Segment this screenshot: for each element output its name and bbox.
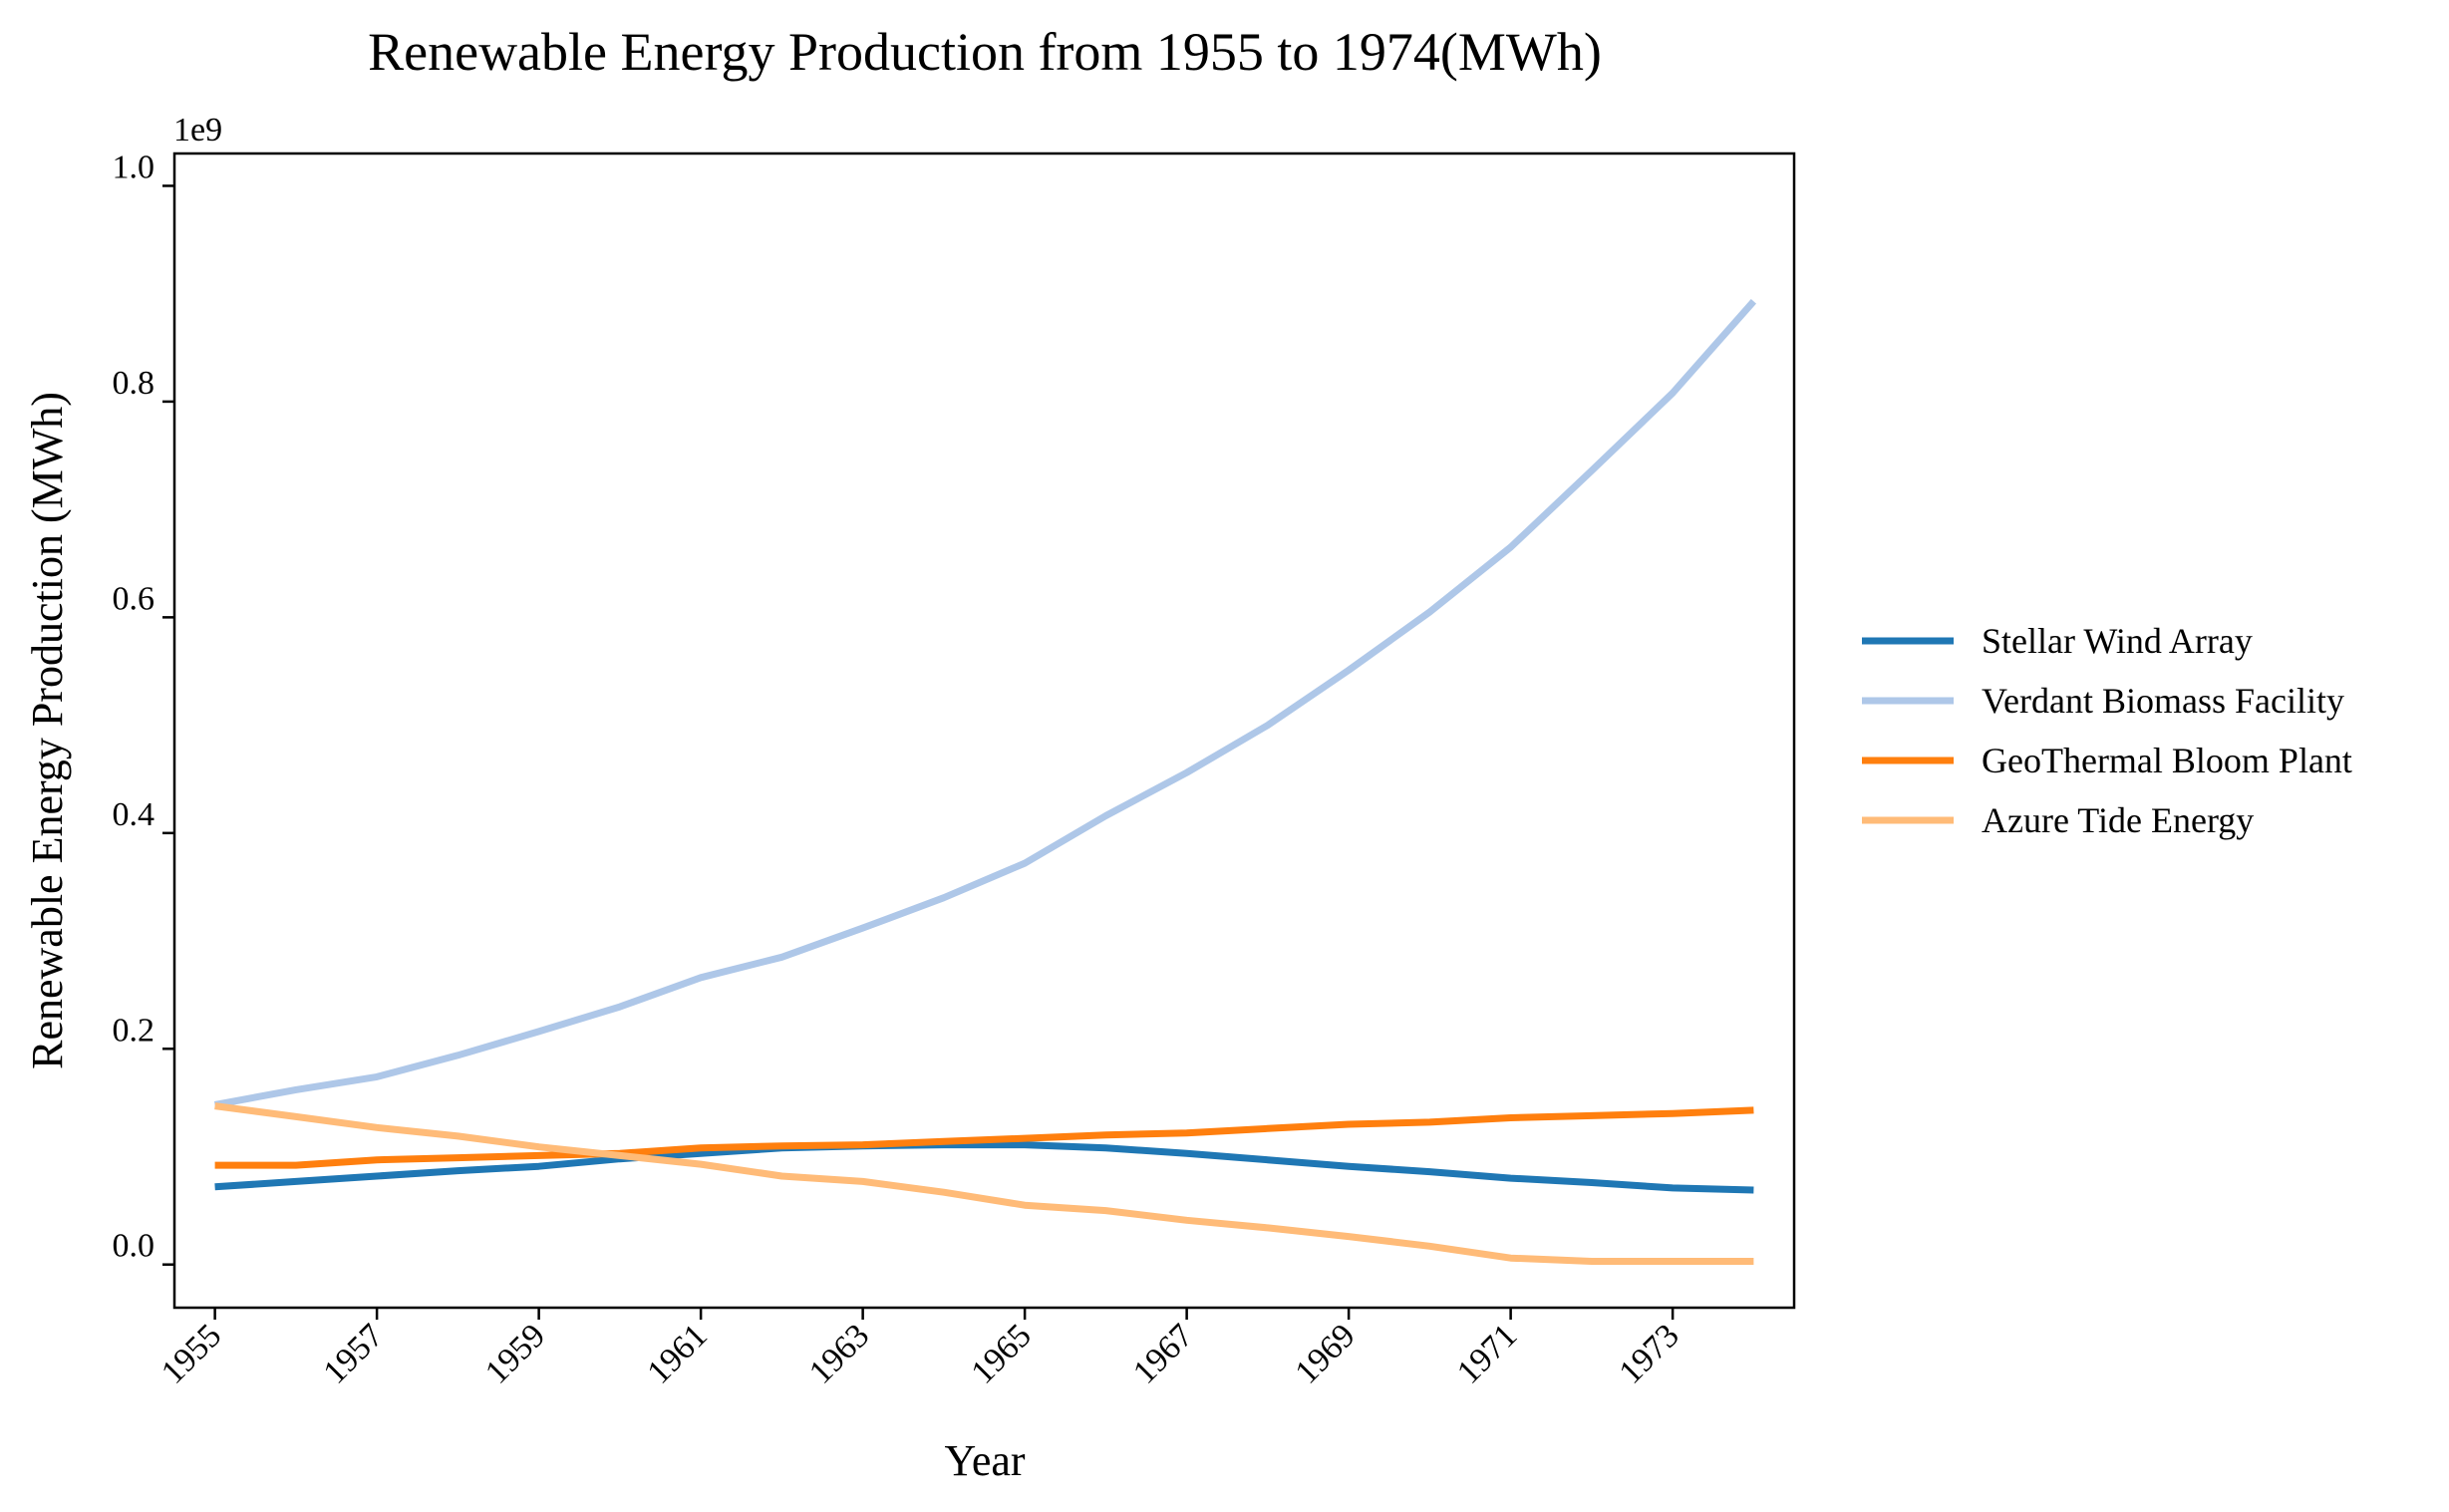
y-tick-label: 1.0: [113, 149, 155, 185]
y-tick-label: 0.4: [113, 796, 155, 833]
y-tick-label: 0.8: [113, 365, 155, 402]
y-axis-ticks: 0.0 0.2 0.4 0.6 0.8 1.0: [113, 149, 174, 1266]
series-lines: [213, 298, 1757, 1265]
x-tick-label: 1961: [641, 1317, 715, 1390]
y-tick-label: 0.6: [113, 580, 155, 617]
plot-area-frame: [172, 151, 1796, 1310]
legend-label: GeoThermal Bloom Plant: [1982, 741, 2352, 780]
x-tick-label: 1955: [154, 1317, 228, 1390]
series-line-verdant-biomass-facility: [213, 298, 1757, 1108]
legend-label: Verdant Biomass Facility: [1982, 681, 2344, 721]
legend-label: Stellar Wind Array: [1982, 621, 2253, 661]
x-axis-label: Year: [944, 1436, 1025, 1485]
x-axis-ticks: 1955 1957 1959 1961 1963 1965 1967 1969 1971 1973: [154, 1308, 1686, 1391]
y-tick-label: 0.2: [113, 1012, 155, 1049]
x-tick-label: 1971: [1450, 1317, 1524, 1390]
x-tick-label: 1973: [1613, 1317, 1686, 1390]
x-tick-label: 1959: [478, 1317, 552, 1390]
series-line-azure-tide-energy: [214, 1102, 1754, 1265]
series-line-geothermal-bloom-plant: [214, 1106, 1754, 1169]
y-axis-offset-label: 1e9: [173, 112, 222, 149]
y-tick-label: 0.0: [113, 1228, 155, 1265]
x-tick-label: 1965: [965, 1317, 1039, 1390]
y-axis-label: Renewable Energy Production (MWh): [23, 392, 72, 1069]
x-tick-label: 1957: [317, 1317, 391, 1390]
legend-label: Azure Tide Energy: [1982, 800, 2254, 840]
x-tick-label: 1963: [802, 1317, 876, 1390]
x-tick-label: 1967: [1126, 1317, 1200, 1390]
x-tick-label: 1969: [1289, 1317, 1363, 1390]
chart-title: Renewable Energy Production from 1955 to…: [368, 22, 1602, 82]
series-line-stellar-wind-array: [214, 1141, 1754, 1194]
legend: Stellar Wind Array Verdant Biomass Facili…: [1862, 621, 2352, 840]
